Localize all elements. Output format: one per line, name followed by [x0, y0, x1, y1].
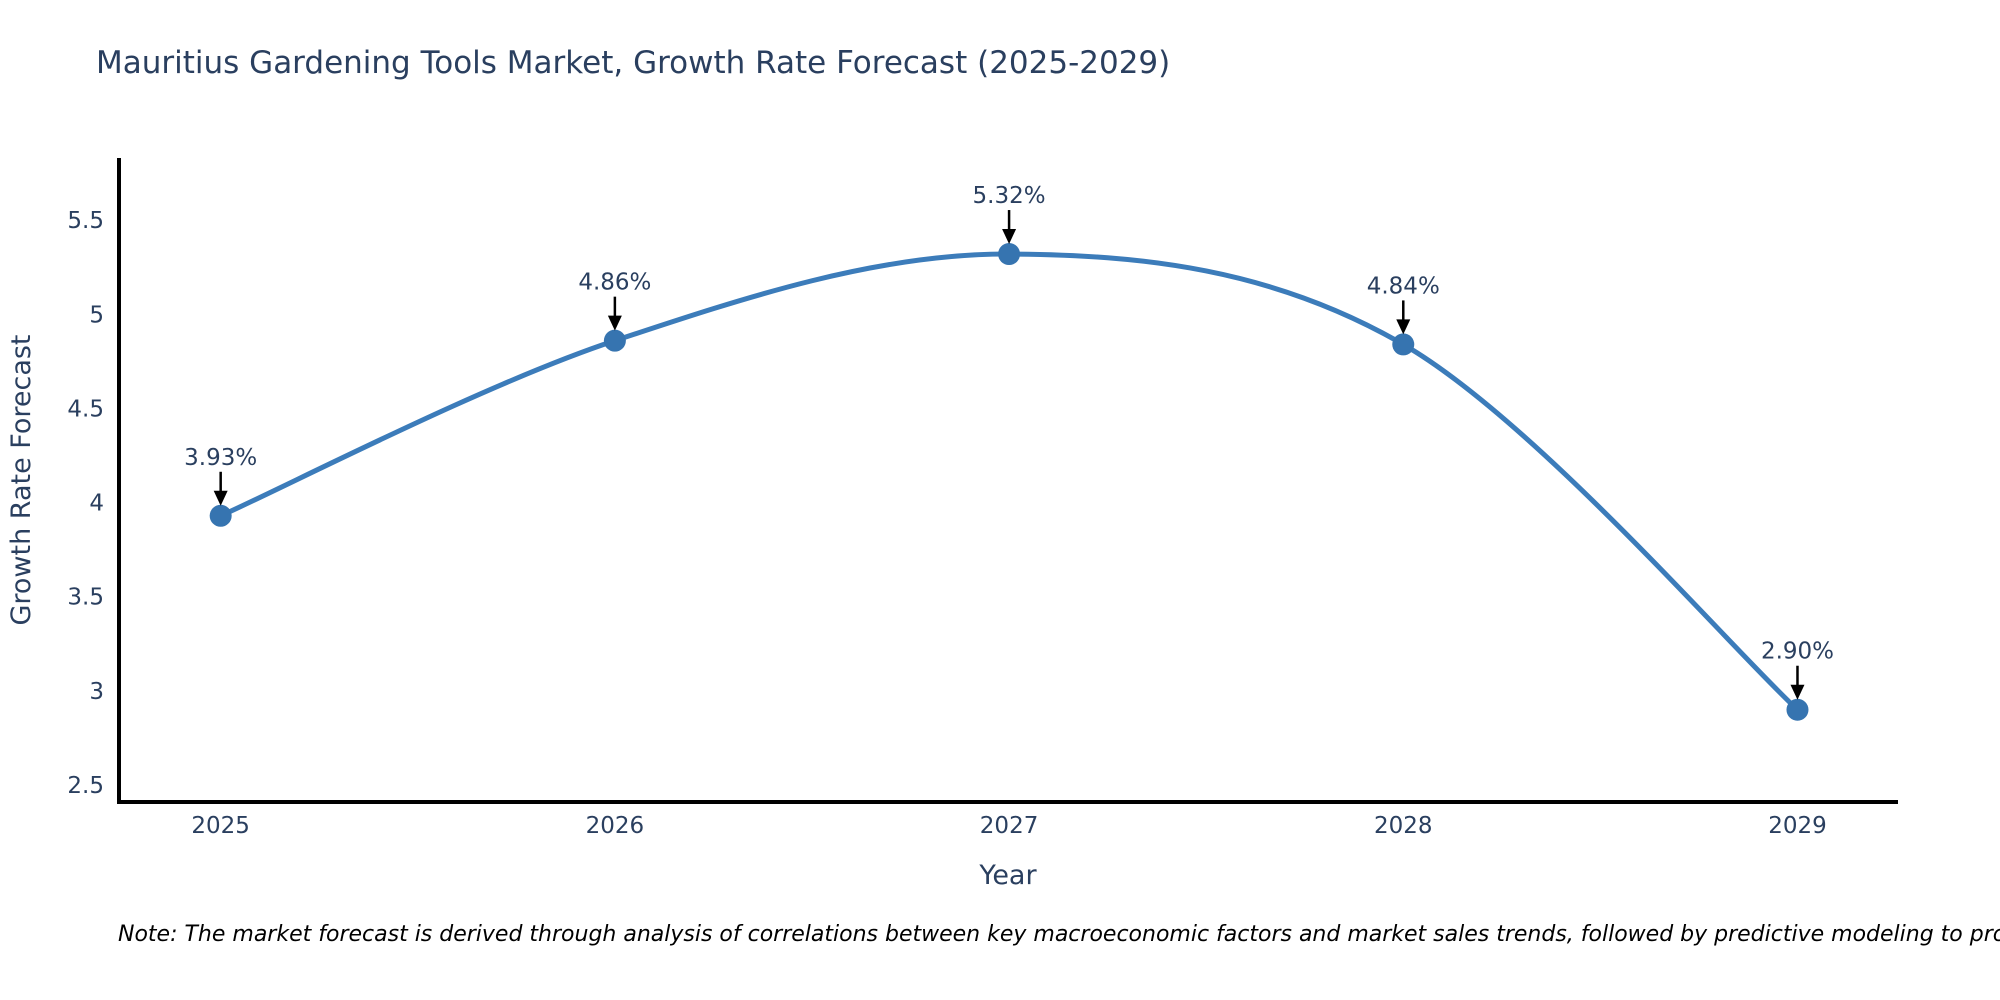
data-point-marker[interactable] [1786, 698, 1809, 721]
chart-title: Mauritius Gardening Tools Market, Growth… [96, 45, 1170, 81]
x-axis-title: Year [978, 860, 1037, 891]
x-tick-label: 2026 [586, 813, 645, 839]
y-tick-label: 5.5 [67, 208, 104, 234]
plot-area: 2.5 3 3.5 4 4.5 5 5.5 2025 2026 2027 2028 2029 3.93%… [67, 158, 1898, 839]
x-tick-label: 2028 [1374, 813, 1433, 839]
y-tick-label: 5 [89, 302, 104, 328]
annotation-arrowhead-icon [213, 490, 228, 506]
footnote: Note: The market forecast is derived thr… [118, 922, 2000, 947]
annotation-arrowhead-icon [607, 315, 622, 331]
annotation-arrowhead-icon [1396, 319, 1411, 335]
point-annotation: 2.90% [1761, 639, 1834, 665]
data-point-marker[interactable] [1392, 333, 1415, 356]
y-tick-label: 4 [89, 491, 104, 517]
data-point-marker[interactable] [603, 329, 626, 352]
x-tick-label: 2029 [1768, 813, 1827, 839]
y-axis-title: Growth Rate Forecast [6, 334, 37, 625]
y-tick-label: 2.5 [67, 773, 104, 799]
x-tick-label: 2027 [980, 813, 1039, 839]
y-tick-label: 4.5 [67, 396, 104, 422]
point-annotation: 3.93% [184, 445, 257, 471]
y-tick-label: 3 [89, 679, 104, 705]
annotation-arrowhead-icon [1002, 229, 1017, 245]
point-annotation: 4.84% [1367, 273, 1440, 299]
data-point-marker[interactable] [998, 243, 1021, 266]
point-annotation: 4.86% [578, 270, 651, 296]
y-tick-label: 3.5 [67, 585, 104, 611]
data-point-marker[interactable] [209, 504, 232, 527]
trend-line [218, 251, 1800, 713]
x-tick-label: 2025 [191, 813, 250, 839]
annotation-arrowhead-icon [1790, 684, 1805, 700]
point-annotation: 5.32% [973, 183, 1046, 209]
